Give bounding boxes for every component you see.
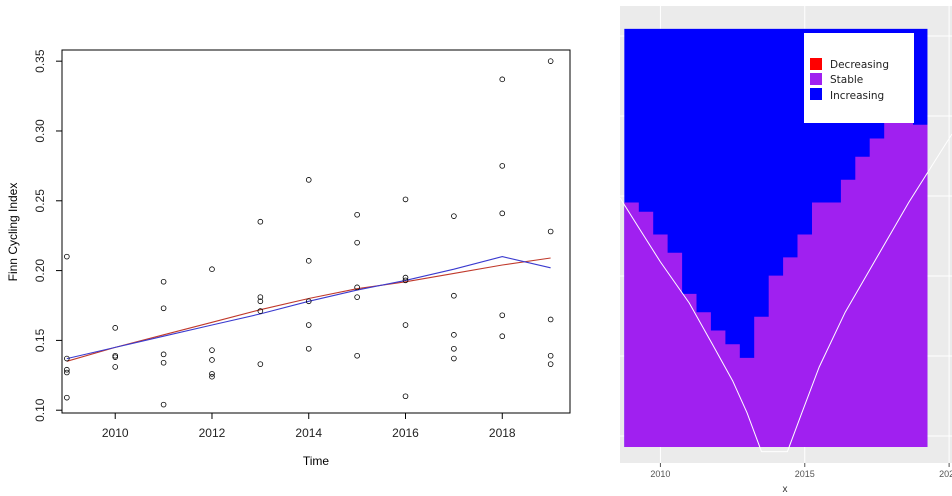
legend: Decreasing Stable Increasing bbox=[804, 33, 914, 123]
data-point bbox=[257, 308, 264, 314]
data-point bbox=[112, 325, 119, 331]
data-point bbox=[547, 352, 554, 359]
data-point bbox=[499, 210, 506, 217]
data-point bbox=[354, 239, 360, 246]
data-point bbox=[112, 354, 119, 360]
data-point bbox=[64, 394, 70, 401]
data-point bbox=[209, 371, 215, 377]
x-axis-label: x bbox=[783, 484, 788, 495]
data-point bbox=[160, 351, 167, 358]
data-point bbox=[451, 355, 457, 362]
data-point bbox=[402, 274, 409, 281]
data-point bbox=[402, 322, 409, 328]
data-point bbox=[305, 258, 312, 264]
trend-line-1 bbox=[66, 257, 551, 362]
data-point bbox=[499, 76, 506, 83]
y-tick-label: 0.20 bbox=[33, 259, 47, 283]
x-tick-label: 2016 bbox=[392, 426, 419, 440]
x-axis-label: Time bbox=[303, 454, 330, 468]
legend-label-decreasing: Decreasing bbox=[830, 59, 889, 71]
data-point bbox=[354, 294, 360, 300]
trend-line-2 bbox=[66, 256, 551, 360]
data-point bbox=[257, 218, 264, 225]
interval-curve bbox=[620, 133, 952, 453]
data-point bbox=[64, 366, 70, 373]
legend-label-stable: Stable bbox=[830, 74, 863, 86]
data-point bbox=[547, 361, 554, 367]
data-point bbox=[160, 278, 167, 285]
data-point bbox=[209, 357, 215, 363]
x-tick-label: 2010 bbox=[650, 469, 670, 479]
y-tick-label: 0.15 bbox=[33, 328, 47, 352]
data-point bbox=[209, 373, 215, 380]
data-point bbox=[160, 305, 167, 312]
x-tick-label: 2012 bbox=[199, 426, 226, 440]
data-point bbox=[257, 298, 264, 305]
data-point bbox=[305, 345, 312, 352]
data-point bbox=[354, 352, 360, 359]
stable-region bbox=[624, 115, 928, 448]
data-point bbox=[209, 347, 215, 353]
data-point bbox=[547, 316, 554, 323]
data-point bbox=[305, 177, 312, 183]
data-point bbox=[257, 294, 264, 300]
y-tick-label: 0.25 bbox=[33, 189, 47, 213]
data-point bbox=[451, 213, 457, 219]
legend-label-increasing: Increasing bbox=[830, 90, 884, 102]
data-point bbox=[160, 401, 167, 408]
y-tick-label: 0.35 bbox=[33, 49, 47, 73]
scatter-chart: 2010 2012 2014 2016 2018 0.10 0.15 0.20 0.25 0.3… bbox=[6, 49, 571, 468]
data-point bbox=[305, 322, 312, 328]
x-tick-label: 2020 bbox=[939, 469, 952, 479]
data-point bbox=[499, 163, 506, 169]
data-point bbox=[451, 345, 457, 352]
data-point bbox=[402, 277, 409, 284]
x-tick-label: 2014 bbox=[295, 426, 322, 440]
legend-box bbox=[804, 33, 914, 123]
data-point bbox=[64, 369, 70, 376]
data-point bbox=[499, 333, 506, 340]
data-point bbox=[402, 196, 409, 203]
y-axis-label: Finn Cycling Index bbox=[6, 183, 20, 282]
x-tick-label: 2015 bbox=[795, 469, 815, 479]
legend-swatch-decreasing bbox=[810, 58, 822, 70]
data-point bbox=[547, 228, 554, 235]
data-point bbox=[112, 364, 119, 370]
data-point bbox=[257, 361, 264, 367]
data-point bbox=[547, 58, 554, 64]
data-point bbox=[64, 355, 70, 362]
data-point bbox=[451, 292, 457, 299]
y-tick-label: 0.30 bbox=[33, 119, 47, 143]
legend-swatch-increasing bbox=[810, 88, 822, 100]
data-point bbox=[499, 312, 506, 319]
data-point bbox=[402, 393, 409, 400]
x-tick-label: 2018 bbox=[489, 426, 516, 440]
data-point bbox=[354, 284, 360, 291]
legend-swatch-stable bbox=[810, 73, 822, 85]
region-chart: 2010 2015 2020 x Decreasing Stable Increas… bbox=[620, 6, 952, 495]
data-point bbox=[64, 253, 70, 260]
y-tick-label: 0.10 bbox=[33, 398, 47, 422]
data-point bbox=[305, 298, 312, 305]
x-tick-label: 2010 bbox=[102, 426, 129, 440]
data-point bbox=[209, 266, 215, 272]
data-point bbox=[160, 359, 167, 366]
data-point bbox=[354, 211, 360, 218]
plot-box bbox=[61, 49, 571, 414]
data-point bbox=[451, 332, 457, 338]
